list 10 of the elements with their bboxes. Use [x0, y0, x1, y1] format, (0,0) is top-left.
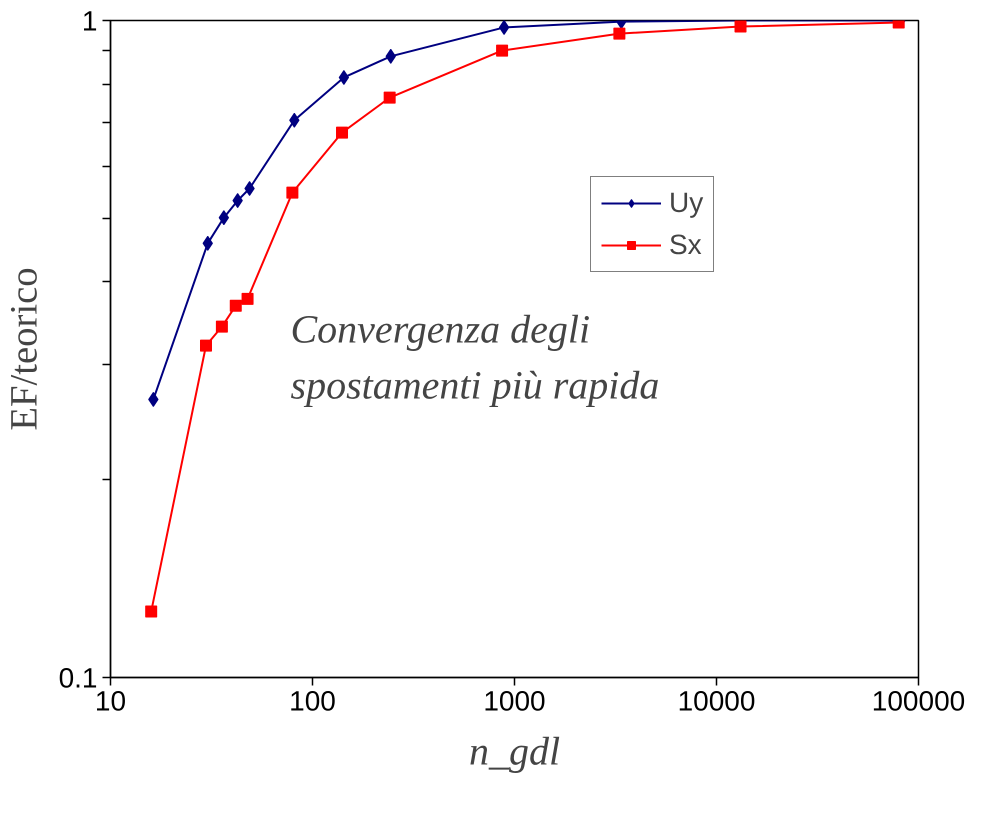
x-tick-label: 100000	[872, 686, 966, 716]
y-tick-label: 1	[82, 6, 98, 36]
x-tick-label: 1000	[483, 686, 546, 716]
x-tick-label: 10000	[678, 686, 756, 716]
x-tick-label: 100	[289, 686, 336, 716]
annotation: Convergenza degli spostamenti più rapida	[290, 306, 660, 408]
x-axis-title: n_gdl	[468, 728, 560, 774]
y-axis-title: EF/teorico	[4, 267, 46, 431]
legend-label: Uy	[669, 187, 704, 219]
legend-label: Sx	[669, 229, 702, 261]
